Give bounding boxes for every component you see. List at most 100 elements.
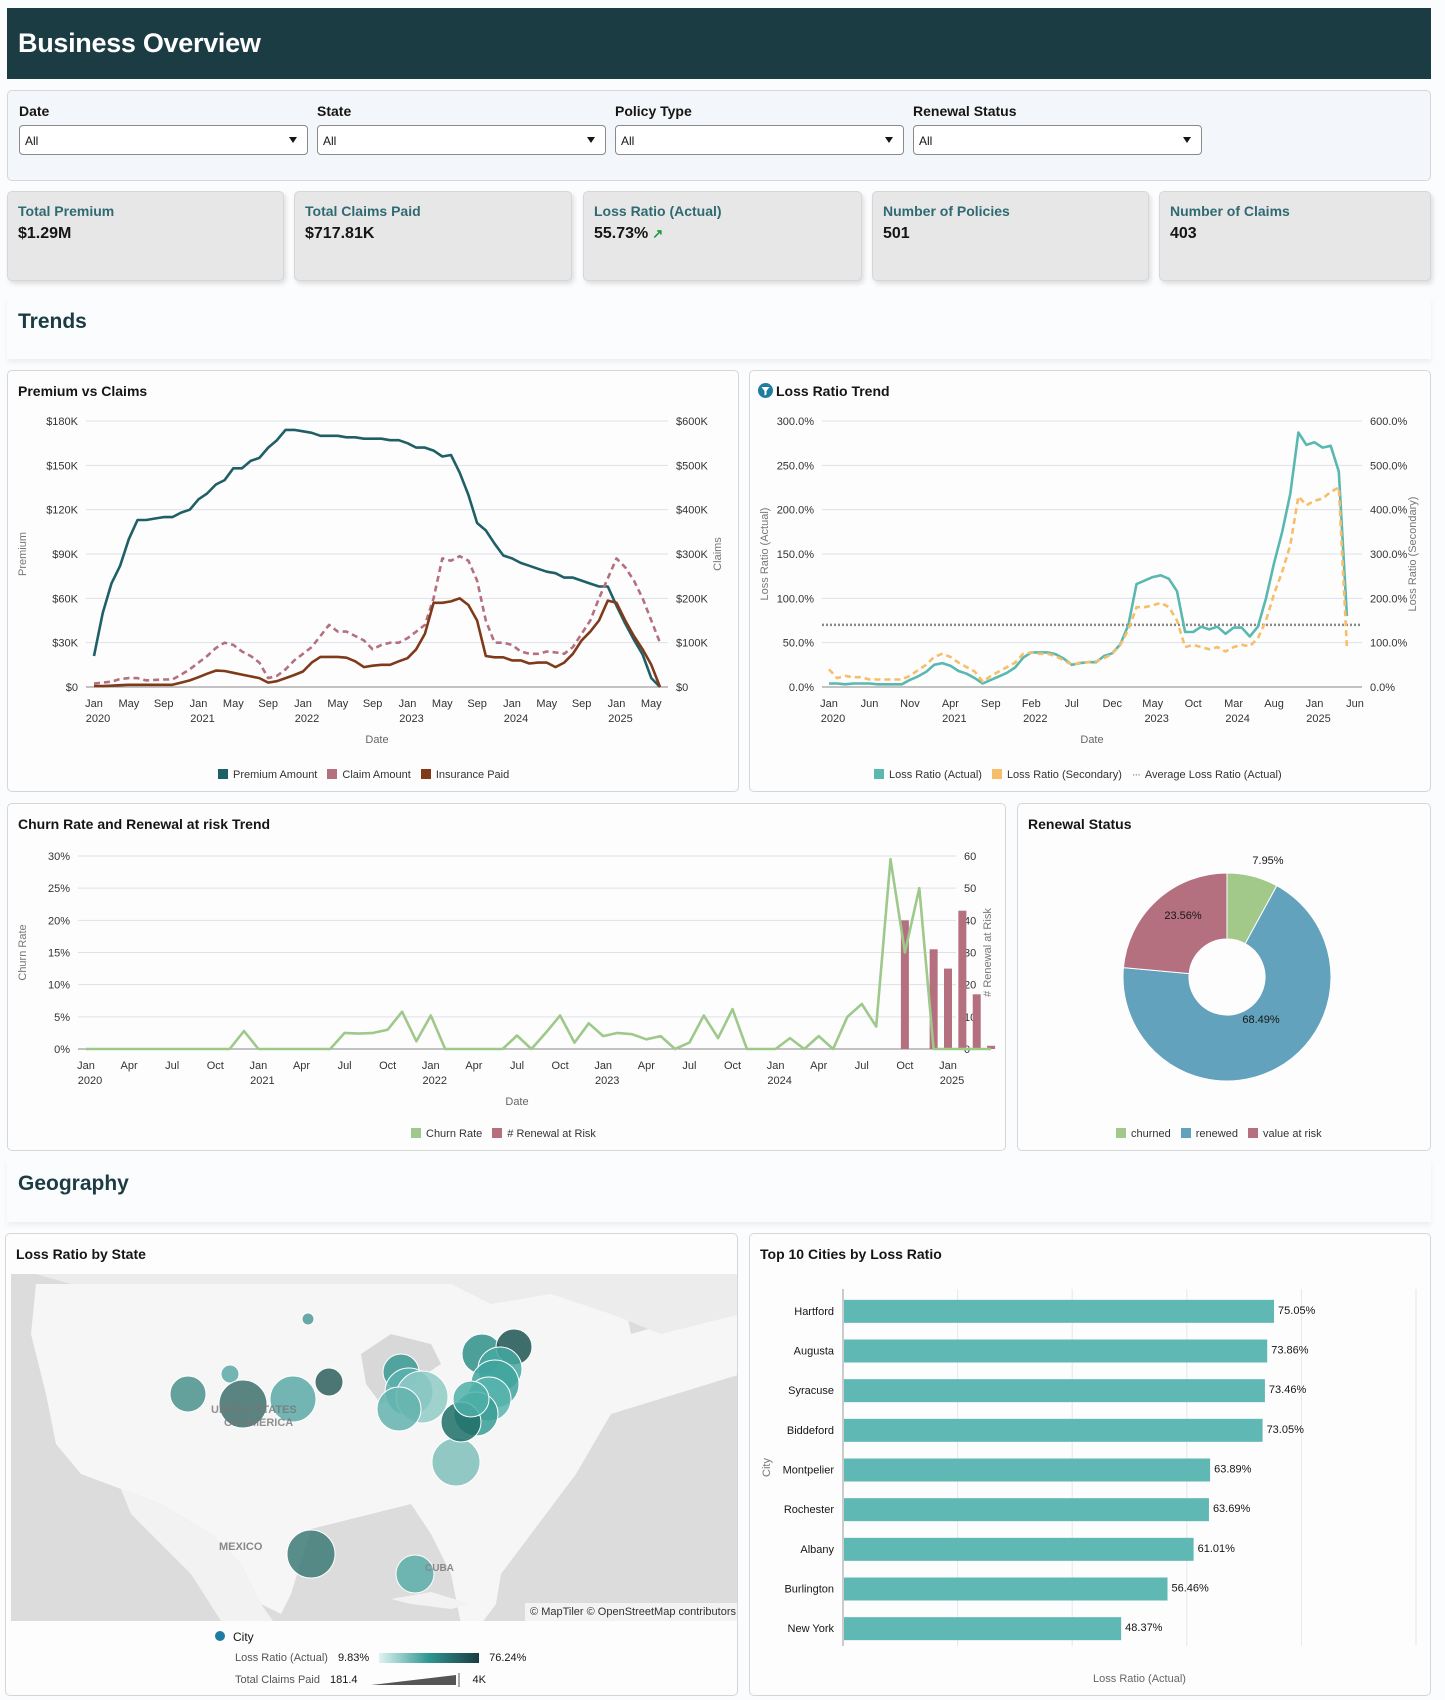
land-cuba — [391, 1592, 471, 1609]
x-tick-label: Jan — [503, 698, 521, 710]
kpi-value: 501 — [883, 225, 910, 242]
city-bubble[interactable] — [301, 1312, 315, 1326]
city-bar — [844, 1418, 1263, 1442]
map-view[interactable]: UNITED STATES OF AMERICA MEXICO CUBA © M… — [11, 1274, 738, 1624]
x-tick-year: 2021 — [190, 713, 214, 725]
x-tick-year: 2023 — [595, 1075, 619, 1087]
x-tick-label: Apr — [638, 1060, 655, 1072]
legend-item[interactable]: churned — [1116, 1128, 1171, 1140]
bar-value-label: 73.05% — [1267, 1424, 1305, 1436]
x-tick-label: Jul — [855, 1060, 869, 1072]
legend-item[interactable]: renewed — [1180, 1128, 1238, 1140]
legend-swatch — [420, 769, 431, 779]
city-bubble[interactable] — [376, 1386, 422, 1432]
kpi-number-of-claims: Number of Claims 403 — [1159, 191, 1431, 281]
filter-label: State — [317, 103, 352, 119]
date-select[interactable]: All — [19, 125, 308, 155]
legend-item[interactable]: value at risk — [1247, 1128, 1322, 1140]
city-label: Burlington — [784, 1584, 834, 1596]
x-tick-label: Jan — [294, 698, 312, 710]
bar-value-label: 48.37% — [1125, 1622, 1163, 1634]
legend-item[interactable]: Claim Amount — [327, 769, 411, 781]
chart-legend: Loss Ratio (Actual) Loss Ratio (Secondar… — [874, 769, 1282, 781]
city-bubble[interactable] — [314, 1367, 344, 1397]
city-bubble[interactable] — [286, 1529, 336, 1579]
y2-tick-label: 40 — [964, 915, 976, 927]
city-bubble[interactable] — [218, 1379, 268, 1429]
city-bubble[interactable] — [452, 1380, 490, 1418]
donut-slice-value-at-risk — [1122, 872, 1228, 975]
y-tick-label: $180K — [46, 416, 78, 428]
slice-label: 23.56% — [1164, 910, 1202, 922]
x-tick-year: 2021 — [250, 1075, 274, 1087]
bar-value-label: 73.86% — [1271, 1345, 1309, 1357]
chevron-down-icon — [587, 137, 595, 143]
section-trends: Trends — [7, 298, 1431, 359]
kpi-total-claims-paid: Total Claims Paid $717.81K — [294, 191, 572, 281]
legend-item[interactable]: ··· Average Loss Ratio (Actual) — [1132, 769, 1282, 781]
x-tick-label: Dec — [1102, 698, 1122, 710]
legend-layer-label: City — [233, 1630, 254, 1644]
legend-label: Loss Ratio (Actual) — [235, 1652, 328, 1664]
page-header: Business Overview — [7, 8, 1431, 79]
renewal-status-donut: 7.95% 68.49% 23.56% — [1122, 855, 1332, 1082]
city-label: Augusta — [794, 1346, 835, 1358]
legend-item[interactable]: Loss Ratio (Secondary) — [991, 769, 1122, 781]
x-tick-label: Nov — [900, 698, 920, 710]
x-tick-year: 2022 — [1023, 713, 1047, 725]
legend-layer: City — [215, 1630, 526, 1644]
legend-label: Total Claims Paid — [235, 1674, 320, 1686]
x-tick-label: Jun — [1346, 698, 1364, 710]
legend-item[interactable]: Premium Amount — [218, 769, 317, 781]
panel-premium-vs-claims: Premium vs Claims $0 $0 $30K $100K $60K $200K… — [7, 370, 739, 792]
filter-icon[interactable] — [758, 383, 773, 398]
x-axis-title: Loss Ratio (Actual) — [1093, 1673, 1186, 1685]
map-attribution[interactable]: © MapTiler © OpenStreetMap contributors — [525, 1603, 737, 1621]
x-tick-label: May — [432, 698, 453, 710]
x-tick-year: 2023 — [1144, 713, 1168, 725]
x-tick-label: Jan — [820, 698, 838, 710]
city-bubble[interactable] — [220, 1364, 240, 1384]
series-line-loss-ratio-secondary — [828, 486, 1349, 684]
panel-loss-ratio-by-state: Loss Ratio by State UNITED STATES OF AME… — [5, 1233, 738, 1696]
donut-slice-renewed — [1122, 885, 1332, 1082]
x-tick-label: Apr — [121, 1060, 138, 1072]
state-select[interactable]: All — [317, 125, 606, 155]
kpi-value: 55.73% ↗ — [594, 225, 851, 243]
y2-tick-label: $0 — [676, 682, 688, 694]
chart-legend: Premium Amount Claim Amount Insurance Pa… — [218, 769, 509, 781]
legend-max: 76.24% — [489, 1652, 527, 1664]
chart-title: Loss Ratio Trend — [758, 383, 890, 399]
city-bubble[interactable] — [269, 1375, 317, 1423]
slice-label: 7.95% — [1252, 855, 1283, 867]
legend-swatch — [411, 1128, 421, 1138]
kpi-label: Number of Policies — [883, 203, 1010, 219]
city-bubble[interactable] — [169, 1375, 207, 1413]
chevron-down-icon — [289, 137, 297, 143]
legend-item[interactable]: # Renewal at Risk — [492, 1128, 596, 1140]
city-bubble[interactable] — [395, 1554, 435, 1594]
x-tick-year: 2025 — [608, 713, 632, 725]
kpi-label: Number of Claims — [1170, 203, 1290, 219]
policy-type-select[interactable]: All — [615, 125, 904, 155]
map-canvas[interactable]: UNITED STATES OF AMERICA MEXICO CUBA — [11, 1274, 738, 1624]
map-legend: City Loss Ratio (Actual) 9.83% 76.24% To… — [215, 1630, 526, 1688]
x-tick-label: Jan — [767, 1060, 785, 1072]
city-label: New York — [788, 1623, 835, 1635]
y2-tick-label: $100K — [676, 638, 708, 650]
x-tick-label: Mar — [1224, 698, 1243, 710]
legend-item[interactable]: Insurance Paid — [420, 769, 509, 781]
legend-item[interactable]: Churn Rate — [411, 1128, 482, 1140]
bar-value-label: 63.69% — [1213, 1503, 1251, 1515]
select-value: All — [25, 134, 39, 148]
city-bubble[interactable] — [431, 1437, 481, 1487]
x-axis-title: Date — [1080, 734, 1103, 746]
land-usa — [31, 1278, 737, 1624]
renewal-status-select[interactable]: All — [913, 125, 1202, 155]
x-tick-year: 2021 — [942, 713, 966, 725]
legend-label: Loss Ratio (Secondary) — [1006, 769, 1122, 781]
legend-item[interactable]: Loss Ratio (Actual) — [874, 769, 982, 781]
legend-label: value at risk — [1262, 1128, 1322, 1140]
x-tick-label: Feb — [1022, 698, 1041, 710]
